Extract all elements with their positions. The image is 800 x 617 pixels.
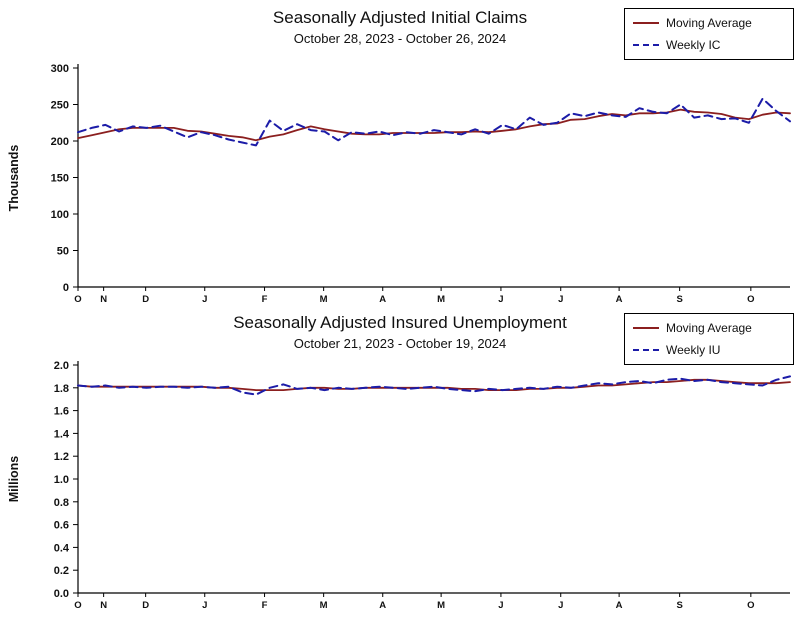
y-tick-label: 100 [51,209,69,221]
x-tick-label: A [616,600,623,611]
x-tick-label: J [558,294,563,305]
x-tick-label: S [676,294,682,305]
x-tick-label: D [142,294,149,305]
x-tick-label: O [747,294,754,305]
moving-average-line-icon [633,22,659,24]
legend-label-moving-average: Moving Average [666,321,752,335]
y-tick-label: 1.4 [54,428,70,440]
y-tick-label: 200 [51,136,69,148]
y-tick-label: 1.8 [54,383,69,395]
x-tick-label: S [676,600,682,611]
y-tick-label: 2.0 [54,360,69,372]
legend-item-weekly-iu: Weekly IU [633,343,785,357]
y-tick-label: 0.8 [54,497,69,509]
y-tick-label: 0.6 [54,520,69,532]
y-tick-label: 150 [51,173,69,185]
x-tick-label: O [747,600,754,611]
x-tick-label: N [100,294,107,305]
moving-average-line-icon [633,327,659,329]
y-axis-title: Millions [7,455,21,503]
y-tick-label: 0.2 [54,565,69,577]
chart-title: Seasonally Adjusted Initial Claims [272,8,528,27]
x-tick-label: A [379,294,386,305]
y-tick-label: 1.2 [54,451,69,463]
weekly-ic-line [77,97,791,147]
legend: Moving Average Weekly IC [624,8,794,60]
x-tick-label: M [320,294,328,305]
x-tick-label: M [437,600,445,611]
chart-subtitle: October 21, 2023 - October 19, 2024 [293,336,507,351]
x-tick-label: F [262,294,268,305]
x-tick-label: J [498,294,503,305]
legend: Moving Average Weekly IU [624,313,794,365]
initial-claims-chart: Seasonally Adjusted Initial Claims Octob… [0,0,800,305]
y-tick-label: 50 [57,246,69,258]
legend-label-moving-average: Moving Average [666,16,752,30]
legend-item-weekly-ic: Weekly IC [633,38,785,52]
x-tick-label: J [558,600,563,611]
x-tick-label: J [202,600,207,611]
weekly-iu-line-icon [633,349,659,351]
y-tick-label: 0.0 [54,588,69,600]
y-tick-label: 0.4 [54,542,70,554]
x-tick-label: J [498,600,503,611]
legend-item-moving-average: Moving Average [633,16,785,30]
legend-label-weekly-iu: Weekly IU [666,343,721,357]
x-tick-label: F [262,600,268,611]
x-tick-label: A [616,294,623,305]
x-tick-label: N [100,600,107,611]
y-tick-label: 250 [51,100,69,112]
weekly-iu-line [77,375,791,396]
y-tick-label: 1.6 [54,406,69,418]
x-tick-label: M [437,294,445,305]
legend-item-moving-average: Moving Average [633,321,785,335]
plot-area: 0.0 0.2 0.4 0.6 0.8 1.0 1.2 1.4 1.6 1.8 2.0 O N D J F M A… [54,360,791,611]
legend-label-weekly-ic: Weekly IC [666,38,721,52]
x-tick-label: O [74,294,81,305]
plot-area: 0 50 100 150 200 250 300 O N D J F M A M J J A S O [51,63,791,305]
moving-average-line [77,108,791,142]
weekly-ic-line-icon [633,44,659,46]
x-tick-label: M [320,600,328,611]
x-tick-label: A [379,600,386,611]
y-tick-label: 1.0 [54,474,69,486]
y-tick-label: 300 [51,63,69,75]
x-tick-label: O [74,600,81,611]
y-axis-title: Thousands [7,144,21,212]
y-tick-label: 0 [63,282,69,294]
chart-subtitle: October 28, 2023 - October 26, 2024 [293,31,507,46]
insured-unemployment-chart: Seasonally Adjusted Insured Unemployment… [0,305,800,617]
x-tick-label: D [142,600,149,611]
chart-title: Seasonally Adjusted Insured Unemployment [233,313,567,332]
x-tick-label: J [202,294,207,305]
